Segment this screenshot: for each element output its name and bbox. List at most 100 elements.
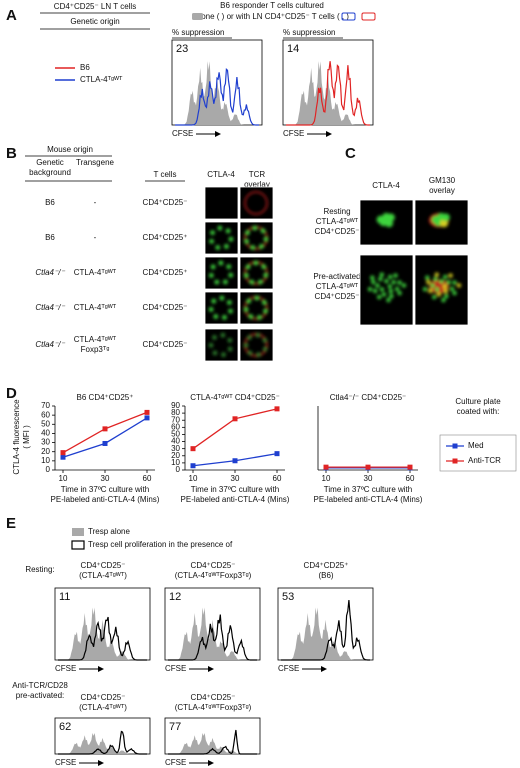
y-tick-label: 0	[46, 465, 51, 474]
plot-header: CD4⁺CD25⁻	[191, 561, 236, 570]
stain	[217, 225, 223, 231]
histogram-alone	[286, 61, 370, 125]
legend-marker	[452, 443, 458, 449]
row-label: pre-activated:	[16, 691, 64, 700]
stain	[260, 228, 266, 234]
histogram-coculture	[58, 616, 147, 661]
data-point	[144, 409, 150, 415]
t-cells: CD4⁺CD25⁻	[143, 303, 188, 312]
x-axis-label: Time in 37ºC culture with	[191, 485, 279, 494]
stain	[375, 283, 380, 288]
title: B6 responder T cells cultured	[220, 1, 324, 10]
x-tick-label: 60	[143, 474, 152, 483]
row-label: CTLA-4ᵀᵍᵂᵀ	[316, 217, 359, 226]
micrograph-signal	[243, 260, 269, 285]
data-point	[232, 458, 238, 464]
stain	[248, 314, 254, 319]
stain	[253, 260, 259, 266]
stain	[228, 236, 234, 242]
genetic-background: Ctla4⁻/⁻	[35, 268, 65, 277]
stain	[250, 245, 256, 250]
legend-marker	[452, 458, 458, 464]
column-header: Genetic	[36, 158, 64, 167]
axis-label: CFSE	[165, 758, 186, 767]
stain	[261, 264, 267, 270]
stain	[247, 335, 252, 340]
row-label: Pre-activated	[313, 272, 360, 281]
header: CD4⁺CD25⁻ LN T cells	[54, 2, 136, 11]
legend-label: CTLA-4ᵀᵍᵂᵀ	[80, 75, 123, 84]
histogram-coculture	[168, 729, 257, 755]
stain	[243, 307, 249, 312]
stain	[208, 272, 214, 278]
plot-header: CD4⁺CD25⁻	[191, 693, 236, 702]
data-point	[190, 463, 196, 469]
micrograph-signal	[429, 212, 450, 228]
plot-header: CD4⁺CD25⁻	[81, 693, 126, 702]
stain	[436, 292, 442, 297]
genetic-background: Ctla4⁻/⁻	[35, 303, 65, 312]
stain	[220, 332, 226, 338]
stain	[425, 275, 430, 280]
row-label: CD4⁺CD25⁻	[315, 227, 360, 236]
transgene: CTLA-4ᵀᵍᵂᵀ	[74, 335, 117, 344]
stain	[263, 272, 269, 278]
y-tick-label: 10	[171, 458, 180, 467]
stain	[209, 238, 214, 244]
suppression-value: 23	[176, 43, 188, 55]
transgene: -	[94, 233, 97, 242]
plot-header: CD4⁺CD25⁺	[304, 561, 349, 570]
suppression-value: 12	[169, 591, 181, 603]
stain	[222, 314, 227, 320]
stain	[254, 295, 260, 301]
y-tick-label: 10	[41, 456, 50, 465]
x-tick-label: 30	[364, 474, 373, 483]
y-tick-label: 30	[171, 444, 180, 453]
plot-caption: % suppression	[172, 28, 224, 37]
stain	[379, 272, 384, 277]
swatch-red	[361, 12, 376, 21]
data-point	[232, 416, 238, 422]
stain	[443, 274, 448, 280]
panel-label: C	[345, 145, 356, 162]
row-label: Anti-TCR/CD28	[12, 681, 68, 690]
y-tick-label: 80	[171, 408, 180, 417]
stain	[379, 287, 385, 292]
suppression-value: 11	[59, 591, 70, 603]
header: Mouse origin	[47, 145, 93, 154]
data-point	[60, 454, 66, 460]
stain	[452, 290, 457, 296]
y-axis-label: CTLA-4 fluorescence	[12, 399, 21, 475]
x-tick-label: 30	[101, 474, 110, 483]
micrograph	[204, 186, 239, 220]
stain	[448, 273, 453, 278]
stain	[393, 273, 398, 278]
stain	[397, 280, 402, 285]
genetic-background: B6	[45, 198, 55, 207]
column-header: overlay	[429, 186, 455, 195]
stain	[389, 294, 394, 299]
y-tick-label: 90	[171, 401, 180, 410]
micrograph-signal	[208, 332, 233, 358]
stain	[246, 298, 252, 304]
stain	[245, 264, 251, 270]
stain	[212, 335, 217, 340]
suppression-value: 77	[169, 721, 181, 733]
stain	[215, 245, 221, 250]
stain	[257, 279, 263, 285]
axis-label: CFSE	[172, 129, 193, 138]
y-tick-label: 40	[171, 437, 180, 446]
y-tick-label: 0	[176, 465, 181, 474]
stain	[226, 264, 232, 270]
transgene: CTLA-4ᵀᵍᵂᵀ	[74, 268, 117, 277]
y-tick-label: 50	[171, 430, 180, 439]
stain	[422, 287, 428, 292]
t-cells: CD4⁺CD25⁻	[143, 340, 188, 349]
suppression-value: 53	[282, 591, 294, 603]
stain	[444, 294, 449, 299]
chart-title: CTLA-4ᵀᵍᵂᵀ CD4⁺CD25⁻	[190, 393, 280, 402]
row-label: Resting:	[25, 565, 54, 574]
stain	[432, 294, 437, 300]
y-tick-label: 40	[41, 429, 50, 438]
